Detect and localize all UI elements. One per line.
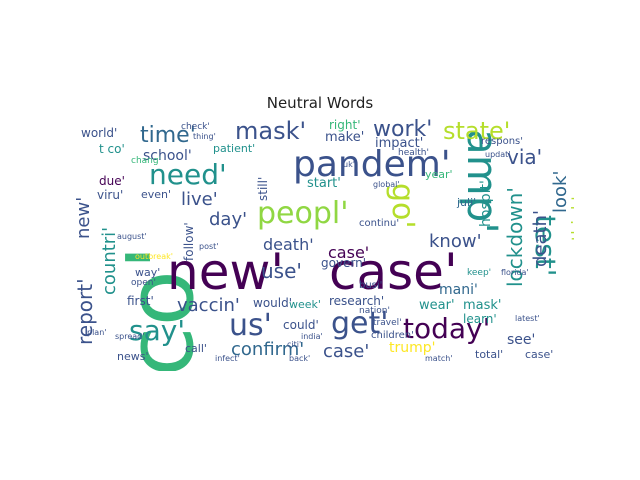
word-florida: florida'	[501, 268, 529, 277]
word-uk: uk'	[343, 160, 355, 169]
word-research: research'	[329, 294, 385, 308]
word-week: week'	[289, 298, 321, 311]
word-know: know'	[429, 231, 482, 252]
word-continu: continu'	[359, 218, 400, 229]
word-world: world'	[81, 126, 118, 140]
chart-title: Neutral Words	[266, 94, 374, 112]
word-year: year'	[425, 168, 453, 181]
word-case-3: case'	[328, 243, 370, 262]
word-spread: spread'	[115, 332, 145, 341]
word-peopl: peopl'	[257, 196, 349, 231]
word-mani: mani'	[439, 282, 478, 298]
word-think: think'	[568, 196, 574, 241]
word-say: say'	[129, 314, 186, 347]
word-time: time'	[140, 123, 196, 148]
word-busi: busi'	[359, 280, 383, 291]
word-patient: patient'	[213, 142, 256, 155]
word-today: today'	[403, 312, 491, 345]
word-citi: citi'	[287, 340, 302, 349]
word-case-2: case'	[323, 341, 370, 362]
word-case: case'	[329, 243, 458, 301]
word-govern: govern'	[321, 256, 367, 270]
word-pandem: pandem'	[293, 144, 451, 185]
word-viru: viru'	[97, 188, 124, 202]
word-children: children'	[371, 330, 414, 341]
word-chang: chang'	[131, 156, 162, 166]
word-wear: wear'	[419, 298, 455, 313]
word-new-small: new'	[73, 196, 94, 239]
word-follow: follow'	[182, 222, 196, 261]
word-updat: updat'	[485, 150, 511, 159]
word-via: via'	[507, 145, 543, 169]
word-plan: plan'	[87, 328, 107, 337]
word-could: could'	[283, 318, 319, 332]
word-mask-2: mask'	[463, 298, 502, 313]
word-see: see'	[507, 332, 536, 348]
word-latest: latest'	[515, 314, 540, 323]
word-school: school'	[143, 148, 192, 164]
word-health: health'	[398, 148, 429, 158]
word-first: first'	[127, 294, 154, 308]
word-infect: infect'	[215, 354, 240, 363]
word-state: state'	[443, 119, 511, 145]
word-use: use'	[261, 259, 302, 283]
word-us: us'	[229, 308, 272, 343]
word-respons: respons'	[481, 136, 524, 147]
word-mask: mask'	[235, 119, 307, 145]
word-thing: thing'	[193, 132, 216, 141]
word-news: news'	[117, 350, 149, 363]
word-confirm: confirm'	[231, 339, 305, 360]
word-outbreak: outbreak'	[135, 252, 173, 261]
word-learn: learn'	[463, 312, 497, 326]
word-check: check'	[181, 122, 210, 132]
word-travel: travel'	[373, 318, 402, 328]
word-start: start'	[307, 176, 341, 191]
word-t-co: t co'	[99, 142, 125, 156]
word-cloud: co' new' case' amp' pandem' test' state'…	[67, 119, 574, 371]
word-still: still'	[256, 176, 270, 201]
word-would: would'	[253, 296, 293, 310]
word-post: post'	[199, 242, 219, 251]
word-way: way'	[135, 266, 161, 279]
word-work: work'	[373, 119, 433, 142]
word-right: right'	[329, 119, 361, 132]
word-juli: juli'	[457, 196, 477, 209]
word-vaccin: vaccin'	[177, 295, 240, 316]
word-due: due'	[99, 174, 125, 188]
word-case-4: case'	[525, 348, 554, 361]
word-match: match'	[425, 354, 453, 363]
word-nation: nation'	[359, 306, 390, 316]
word-impact: impact'	[375, 136, 424, 151]
word-death: death'	[530, 210, 551, 267]
word-even: even'	[141, 188, 172, 201]
word-hospit: hospit'	[478, 180, 494, 227]
word-need: need'	[149, 158, 227, 191]
word-death-2: death'	[263, 235, 314, 254]
word-total: total'	[475, 348, 504, 361]
word-trump: trump'	[389, 340, 436, 356]
word-august: august'	[117, 232, 147, 241]
word-india: india'	[301, 332, 323, 341]
word-open: open'	[131, 278, 156, 288]
word-live: live'	[181, 189, 218, 210]
word-get: get'	[331, 306, 389, 341]
word-new: new'	[167, 243, 285, 301]
word-back: back'	[289, 354, 311, 363]
word-global: global'	[373, 180, 400, 189]
word-make: make'	[325, 130, 365, 145]
word-call: call'	[185, 342, 207, 355]
word-day: day'	[209, 209, 248, 230]
word-keep: keep'	[467, 268, 492, 278]
